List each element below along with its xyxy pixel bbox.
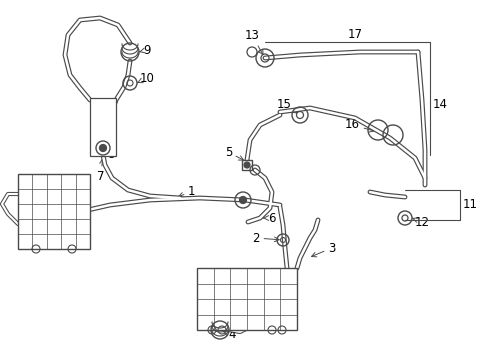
Text: 1: 1 [178,185,195,198]
Text: 13: 13 [244,29,263,55]
Text: 9: 9 [140,44,150,57]
Text: 7: 7 [97,159,104,183]
Text: 16: 16 [345,118,373,132]
Text: 10: 10 [137,72,155,85]
Text: 12: 12 [411,216,429,229]
Text: 3: 3 [311,242,335,257]
Circle shape [99,144,106,152]
Text: 4: 4 [223,328,235,342]
Text: 15: 15 [277,99,296,113]
Bar [18,174,90,249]
Text: 8: 8 [103,148,114,162]
Bar [90,98,116,156]
Bar [242,160,251,170]
Text: 2: 2 [252,231,279,244]
Text: 5: 5 [224,145,243,160]
Text: 11: 11 [462,198,477,211]
Text: 14: 14 [432,99,447,112]
Circle shape [244,162,249,168]
Bar [197,268,296,330]
Text: 6: 6 [263,211,275,225]
Text: 17: 17 [347,28,362,41]
Circle shape [239,197,246,203]
